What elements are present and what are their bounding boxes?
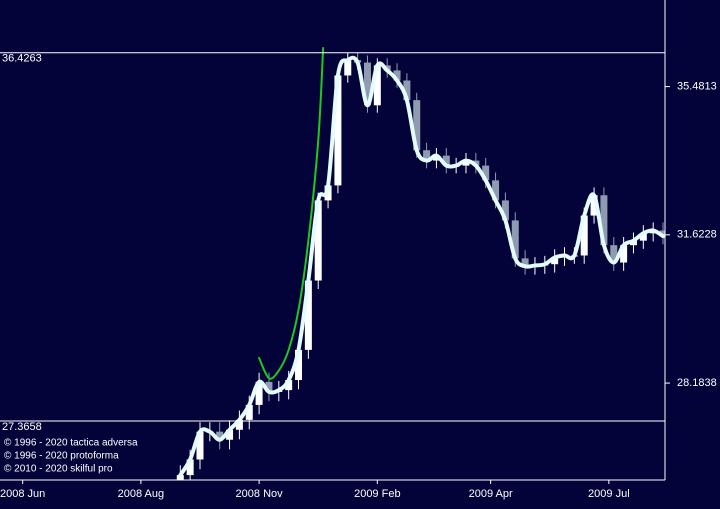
- candle-body: [629, 240, 637, 246]
- candle-body: [423, 150, 431, 161]
- candle-body: [521, 258, 529, 267]
- candle-body: [265, 381, 273, 392]
- candle-body: [600, 195, 608, 246]
- candle-body: [186, 459, 194, 476]
- candle-body: [304, 280, 312, 350]
- level-label: 27.3658: [2, 421, 42, 433]
- y-tick-label: 28.1838: [677, 377, 717, 389]
- copyright-note: © 1996 - 2020 protoforma: [4, 451, 119, 462]
- copyright-note: © 2010 - 2020 skilful pro: [4, 464, 113, 475]
- candle-body: [551, 257, 559, 265]
- candle-body: [245, 404, 253, 420]
- candle-body: [413, 100, 421, 151]
- candle-body: [285, 380, 293, 391]
- x-tick-label: 2009 Jul: [588, 488, 630, 500]
- smooth-line: [178, 55, 665, 478]
- plot-area: [176, 47, 665, 480]
- candle-body: [462, 160, 470, 166]
- copyright-note: © 1996 - 2020 tactica adversa: [4, 438, 138, 449]
- candle-body: [580, 215, 588, 256]
- x-tick-label: 2008 Aug: [118, 488, 165, 500]
- candle-body: [639, 233, 647, 241]
- candle-body: [511, 220, 519, 259]
- candle-body: [403, 80, 411, 101]
- x-tick-label: 2008 Nov: [236, 488, 284, 500]
- y-tick-label: 31.6228: [677, 229, 717, 241]
- candle-body: [363, 62, 371, 106]
- candle-body: [492, 180, 500, 201]
- candle-body: [235, 419, 243, 430]
- candle-body: [610, 245, 618, 263]
- candle-body: [295, 349, 303, 381]
- candle-body: [255, 381, 263, 405]
- candle-body: [216, 431, 224, 440]
- candle-body: [590, 195, 598, 216]
- x-tick-label: 2009 Apr: [469, 488, 513, 500]
- candle-body: [176, 475, 184, 480]
- candle-body: [501, 200, 509, 221]
- x-tick-label: 2009 Feb: [354, 488, 400, 500]
- candle-body: [432, 155, 440, 161]
- candle-body: [482, 165, 490, 181]
- candle-body: [373, 65, 381, 106]
- candle-body: [620, 245, 628, 263]
- candle-body: [344, 60, 352, 76]
- trend-curve: [258, 47, 325, 380]
- candle-body: [442, 155, 450, 166]
- candle-body: [226, 429, 234, 440]
- candle-body: [314, 200, 322, 281]
- candle-body: [334, 75, 342, 186]
- candle-body: [393, 70, 401, 81]
- y-tick-label: 35.4813: [677, 81, 717, 93]
- level-label: 36.4263: [2, 53, 42, 65]
- x-tick-label: 2008 Jun: [0, 488, 45, 500]
- candle-body: [196, 431, 204, 460]
